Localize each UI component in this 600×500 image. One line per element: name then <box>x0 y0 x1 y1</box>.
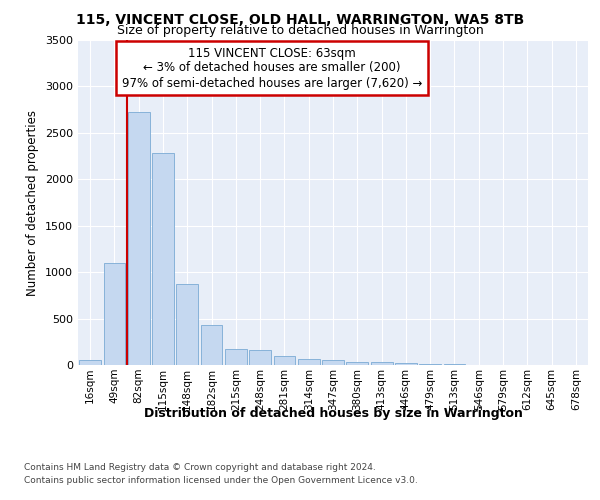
Bar <box>152 154 174 365</box>
Bar <box>274 356 295 365</box>
Bar <box>176 284 198 365</box>
Text: Distribution of detached houses by size in Warrington: Distribution of detached houses by size … <box>143 408 523 420</box>
Bar <box>419 364 441 365</box>
Text: 115, VINCENT CLOSE, OLD HALL, WARRINGTON, WA5 8TB: 115, VINCENT CLOSE, OLD HALL, WARRINGTON… <box>76 12 524 26</box>
Bar <box>371 362 392 365</box>
Bar <box>225 349 247 365</box>
Text: Contains public sector information licensed under the Open Government Licence v3: Contains public sector information licen… <box>24 476 418 485</box>
Bar <box>443 364 466 365</box>
Bar <box>200 325 223 365</box>
Bar <box>249 350 271 365</box>
Text: Contains HM Land Registry data © Crown copyright and database right 2024.: Contains HM Land Registry data © Crown c… <box>24 462 376 471</box>
Bar <box>298 360 320 365</box>
Text: Size of property relative to detached houses in Warrington: Size of property relative to detached ho… <box>116 24 484 37</box>
Y-axis label: Number of detached properties: Number of detached properties <box>26 110 40 296</box>
Bar <box>128 112 149 365</box>
Bar <box>79 360 101 365</box>
Text: 115 VINCENT CLOSE: 63sqm
← 3% of detached houses are smaller (200)
97% of semi-d: 115 VINCENT CLOSE: 63sqm ← 3% of detache… <box>122 46 422 90</box>
Bar <box>104 263 125 365</box>
Bar <box>346 362 368 365</box>
Bar <box>395 363 417 365</box>
Bar <box>322 360 344 365</box>
